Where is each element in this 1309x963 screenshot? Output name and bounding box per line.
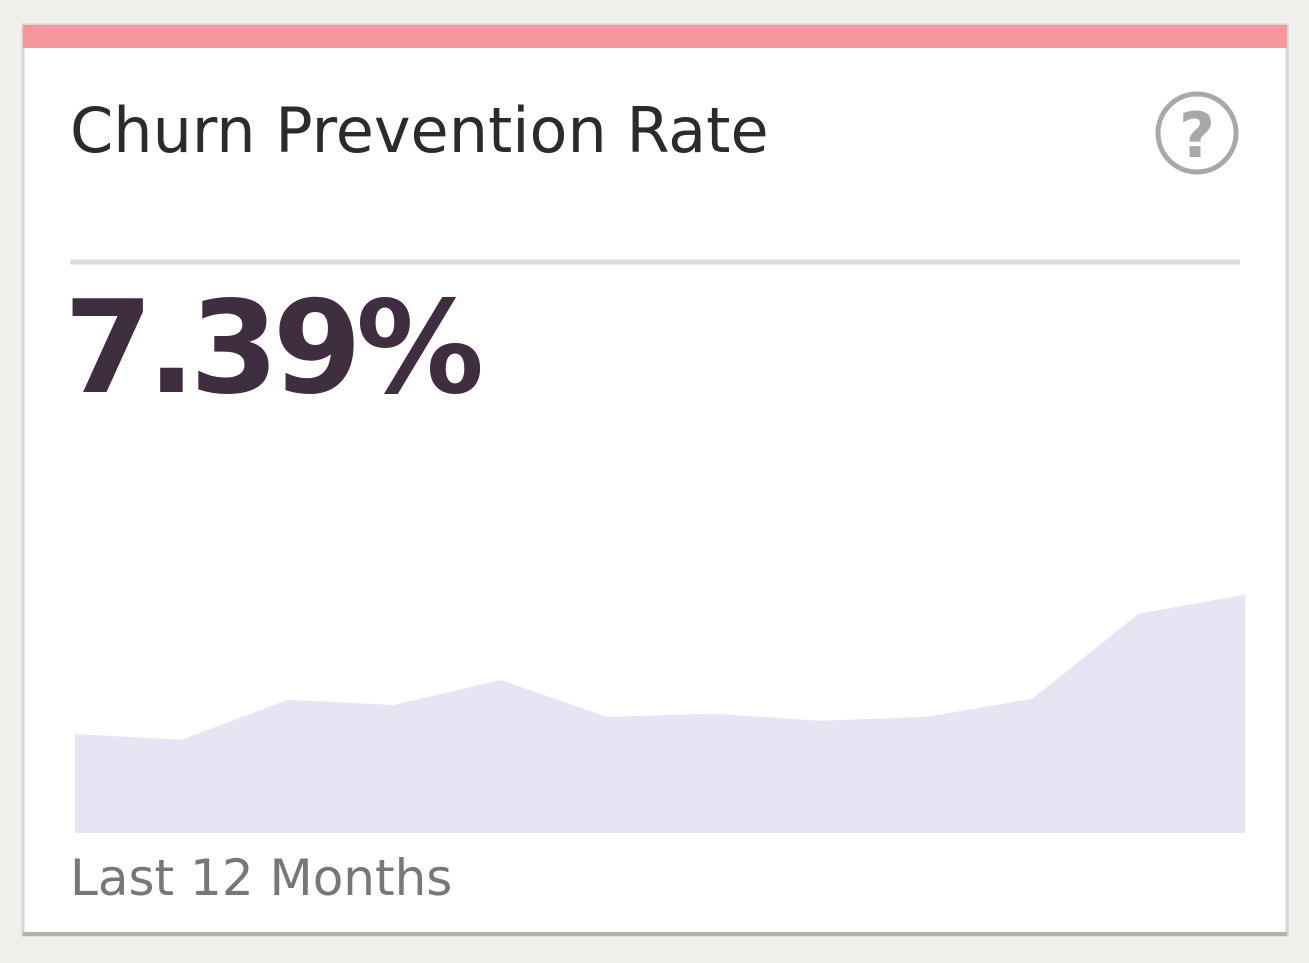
period-label: Last 12 Months bbox=[70, 849, 452, 907]
svg-text:?: ? bbox=[1179, 99, 1215, 172]
kpi-value: 7.39% bbox=[64, 274, 481, 423]
help-icon[interactable]: ? bbox=[1155, 91, 1239, 175]
sparkline bbox=[75, 594, 1245, 833]
card-title: Churn Prevention Rate bbox=[70, 94, 769, 167]
area bbox=[75, 594, 1245, 833]
card-accent bbox=[23, 25, 1287, 48]
